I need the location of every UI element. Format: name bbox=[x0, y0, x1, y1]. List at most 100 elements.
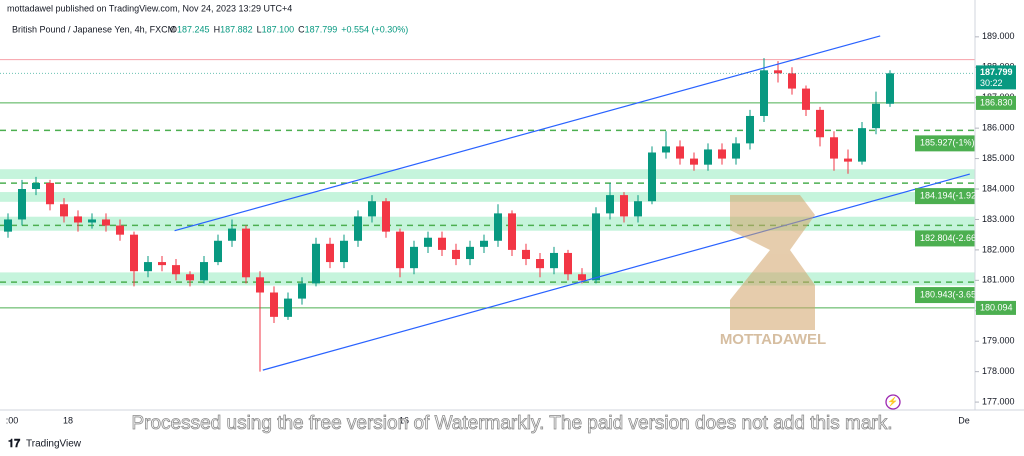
level-tag-label: 182.804(-2.66 bbox=[920, 233, 976, 243]
level-axis-tag bbox=[976, 300, 1016, 315]
candle-body bbox=[466, 246, 474, 260]
candle-body bbox=[844, 158, 852, 162]
alert-icon[interactable] bbox=[885, 394, 901, 410]
candle-body bbox=[242, 228, 250, 278]
candle-body bbox=[662, 146, 670, 153]
candle-body bbox=[452, 249, 460, 260]
candle-body bbox=[424, 237, 432, 247]
level-tag-label: 180.943(-3.65 bbox=[920, 289, 976, 299]
ohlc-label: C bbox=[298, 24, 305, 34]
ohlc-label: O bbox=[170, 24, 177, 34]
candle-body bbox=[690, 158, 698, 165]
candle-body bbox=[116, 225, 124, 235]
candle-body bbox=[46, 182, 54, 205]
x-tick-label: 18 bbox=[63, 415, 73, 425]
candle-body bbox=[256, 277, 264, 293]
candle-body bbox=[368, 201, 376, 217]
candle-body bbox=[354, 216, 362, 241]
y-tick-label: 185.000 bbox=[982, 153, 1015, 163]
candle-body bbox=[270, 292, 278, 317]
watermark-logo: MOTTADAWEL bbox=[720, 195, 826, 348]
candle-body bbox=[284, 298, 292, 317]
level-tag-label: 184.194(-1.92 bbox=[920, 190, 976, 200]
alert-icon-glyph[interactable]: ⚡ bbox=[887, 395, 898, 407]
candle-body bbox=[172, 265, 180, 275]
candle-body bbox=[18, 189, 26, 220]
candle-body bbox=[200, 262, 208, 281]
candle-body bbox=[326, 243, 334, 263]
candle-body bbox=[340, 240, 348, 263]
candle-body bbox=[508, 213, 516, 250]
candle-body bbox=[228, 228, 236, 241]
logo-shape bbox=[730, 195, 815, 330]
candle-body bbox=[74, 216, 82, 223]
level-tag bbox=[915, 135, 975, 152]
candle-body bbox=[522, 249, 530, 260]
trend-line bbox=[262, 173, 970, 371]
ohlc-value: 187.245 bbox=[177, 24, 210, 34]
last-price-label: 187.799 bbox=[980, 67, 1013, 77]
candle-body bbox=[312, 243, 320, 284]
level-tag bbox=[915, 230, 975, 247]
ohlc-header: O 187.245 H 187.882 L 187.100 C 187.799 +0.554 (… bbox=[170, 24, 408, 34]
candle-body bbox=[578, 274, 586, 281]
x-tick-label: De bbox=[958, 415, 970, 425]
candle-body bbox=[872, 103, 880, 129]
candle-body bbox=[830, 137, 838, 159]
level-axis-label: 180.094 bbox=[980, 302, 1013, 312]
level-axis-label: 186.830 bbox=[980, 97, 1013, 107]
y-tick-label: 179.000 bbox=[982, 336, 1015, 346]
candle-body bbox=[718, 149, 726, 159]
candle-body bbox=[536, 259, 544, 269]
y-tick-label: 177.000 bbox=[982, 396, 1015, 406]
candle-body bbox=[788, 73, 796, 89]
level-tag-label: 185.927(-1%) bbox=[920, 138, 975, 148]
zone bbox=[0, 169, 975, 179]
candle-body bbox=[88, 219, 96, 223]
y-tick-label: 186.000 bbox=[982, 123, 1015, 133]
candle-body bbox=[858, 128, 866, 162]
last-price-timer: 30:22 bbox=[980, 78, 1003, 88]
candle-body bbox=[382, 201, 390, 232]
candle-body bbox=[704, 149, 712, 165]
ohlc-value: 187.799 bbox=[305, 24, 338, 34]
candle-body bbox=[802, 88, 810, 110]
level-axis-tag bbox=[976, 95, 1016, 110]
candle-body bbox=[186, 274, 194, 281]
candle-body bbox=[732, 143, 740, 159]
candle-body bbox=[592, 213, 600, 281]
candle-body bbox=[774, 70, 782, 74]
x-tick-label: :00 bbox=[6, 415, 19, 425]
candle-body bbox=[550, 252, 558, 269]
logo-text: MOTTADAWEL bbox=[720, 331, 826, 348]
candle-body bbox=[746, 115, 754, 144]
candle-body bbox=[298, 283, 306, 299]
candle-body bbox=[676, 146, 684, 159]
x-tick-label: 16 bbox=[399, 415, 409, 425]
candle-body bbox=[760, 70, 768, 116]
candle-body bbox=[396, 231, 404, 269]
candle-body bbox=[606, 195, 614, 214]
candle-body bbox=[648, 152, 656, 202]
candle-body bbox=[158, 262, 166, 266]
last-price-tag bbox=[976, 65, 1016, 90]
level-tag bbox=[915, 188, 975, 205]
ohlc-value: +0.554 (+0.30%) bbox=[341, 24, 408, 34]
candle-body bbox=[214, 240, 222, 263]
ohlc-value: 187.100 bbox=[262, 24, 295, 34]
zone bbox=[0, 216, 975, 231]
published: mottadawel published on TradingView.com,… bbox=[7, 3, 292, 13]
y-tick-label: 181.000 bbox=[982, 275, 1015, 285]
watermark-text: Processed using the free version of Wate… bbox=[131, 413, 892, 434]
candle-body bbox=[32, 182, 40, 190]
y-tick-label: 183.000 bbox=[982, 214, 1015, 224]
candle-body bbox=[102, 219, 110, 226]
symbol: British Pound / Japanese Yen, 4h, FXCM bbox=[12, 24, 175, 34]
zone bbox=[0, 192, 975, 202]
y-tick-label: 182.000 bbox=[982, 244, 1015, 254]
candle-body bbox=[634, 201, 642, 217]
candle-body bbox=[494, 213, 502, 241]
level-tag bbox=[915, 287, 975, 304]
ohlc-label: L bbox=[257, 24, 262, 34]
